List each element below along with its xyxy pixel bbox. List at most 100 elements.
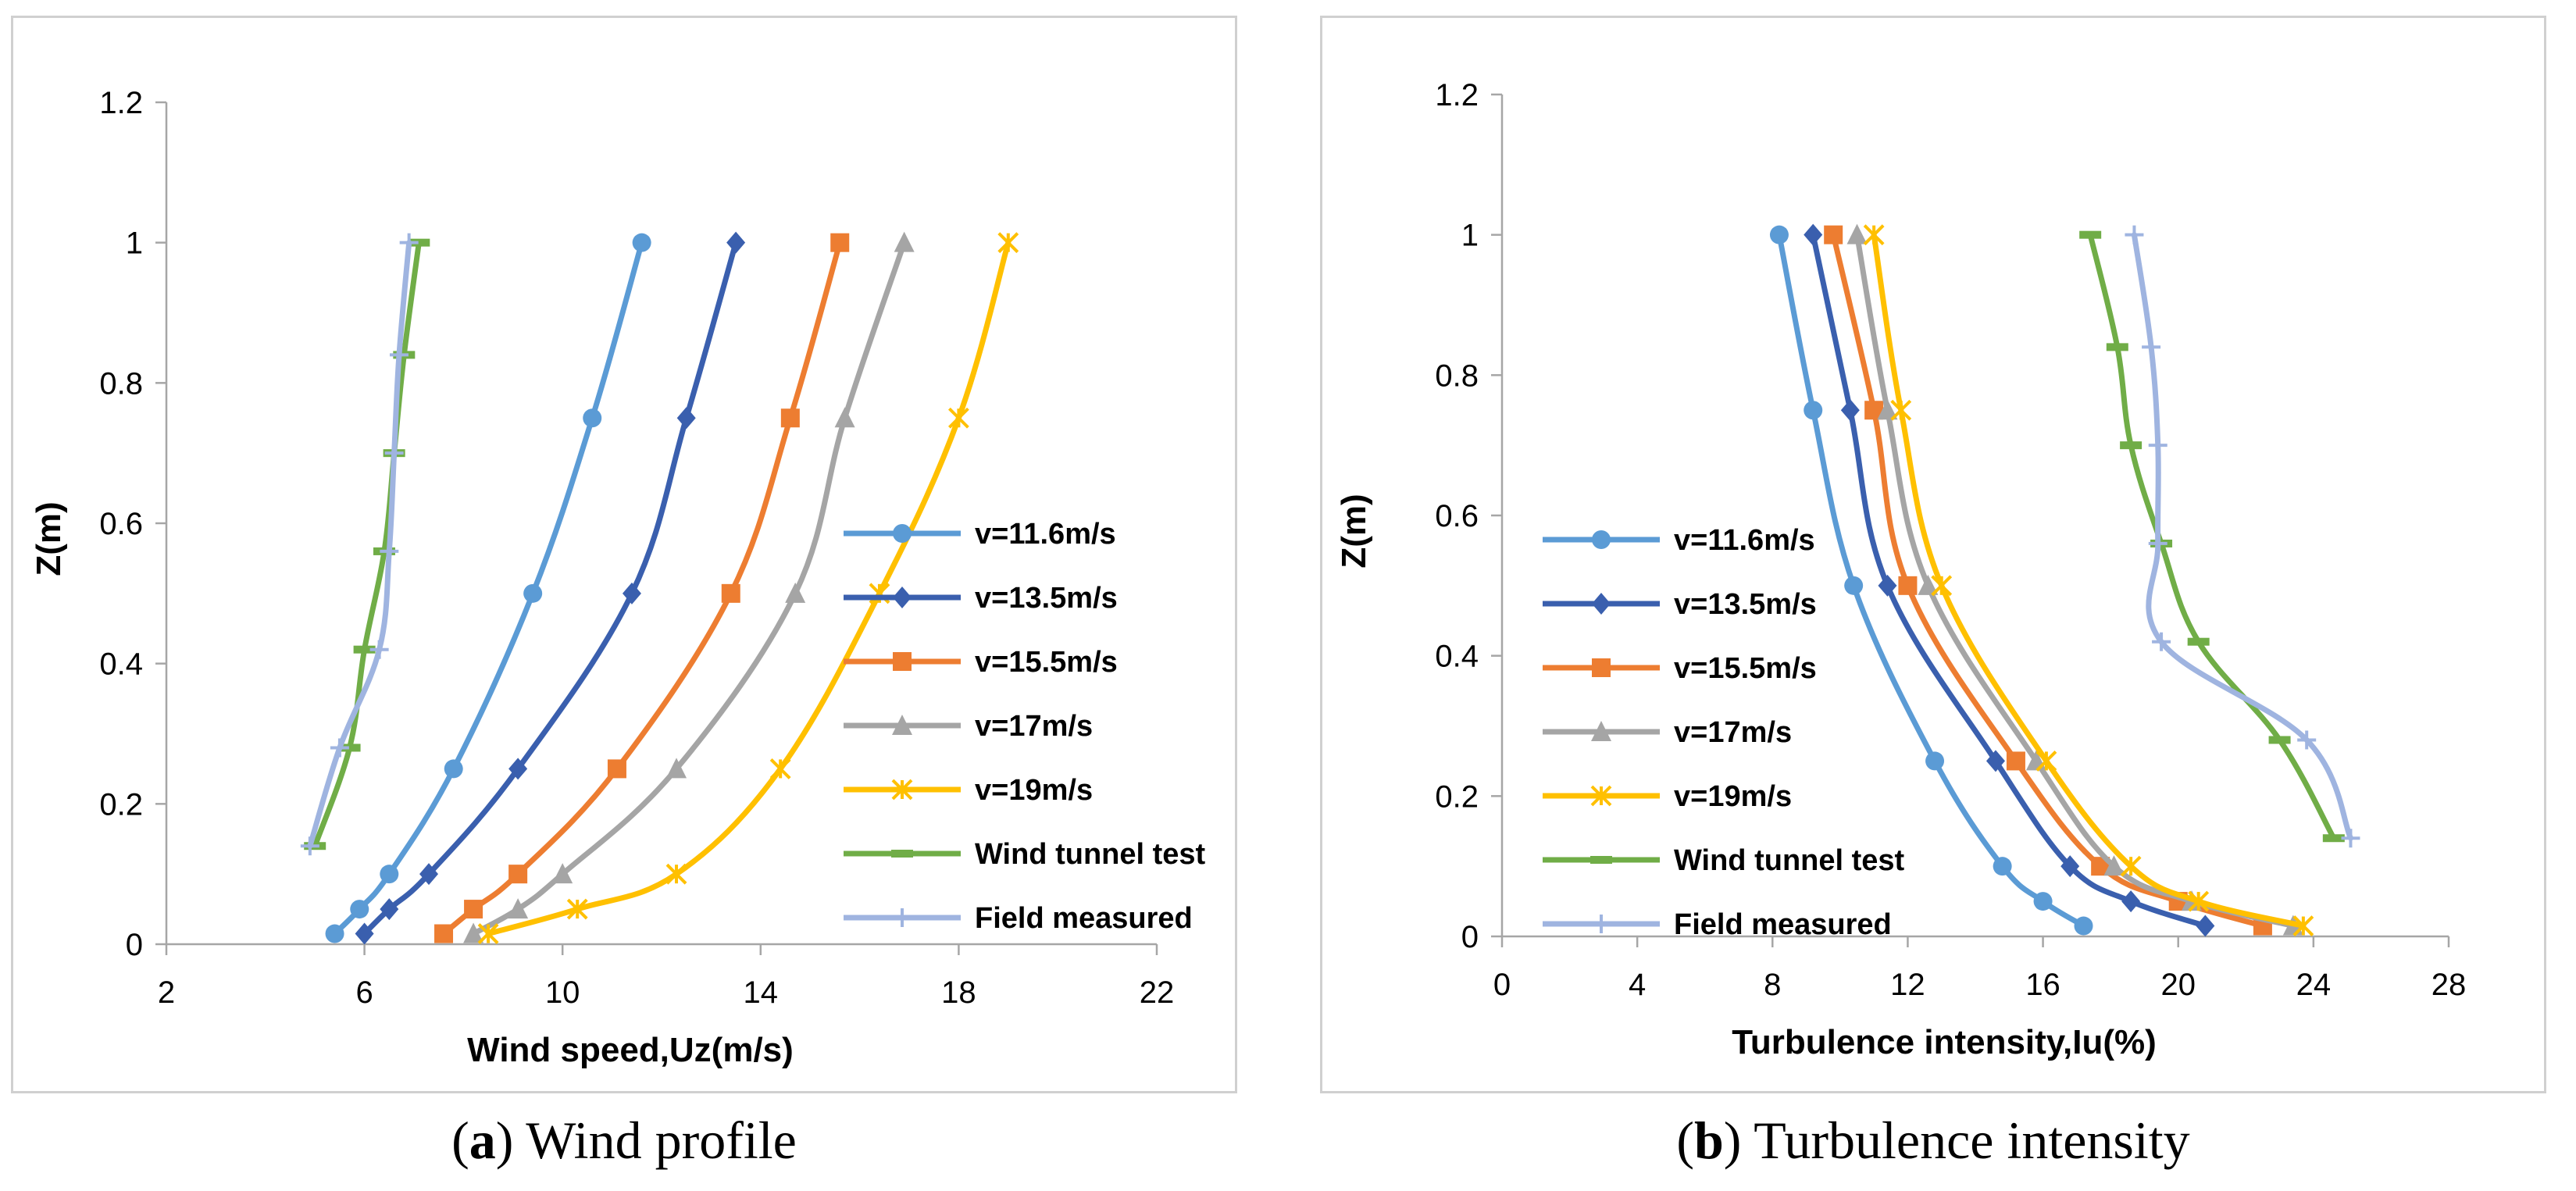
data-point (1846, 223, 1868, 244)
data-point (2188, 890, 2210, 912)
legend-marker (1592, 915, 1611, 933)
data-point (384, 444, 404, 463)
caption-letter: a (469, 1111, 496, 1170)
legend-label: v=17m/s (1674, 716, 1792, 749)
legend-marker (893, 524, 912, 543)
legend-marker (1590, 785, 1612, 807)
data-point (2268, 736, 2291, 744)
data-point (380, 541, 399, 561)
data-point (380, 898, 399, 921)
series-line (307, 240, 412, 849)
series-v-11-6m-s (325, 233, 651, 943)
data-point (785, 582, 806, 603)
data-point (330, 738, 349, 758)
legend-entry-wind-tunnel-test: Wind tunnel test (1543, 844, 1905, 877)
data-point (2322, 834, 2345, 843)
data-point (2060, 855, 2080, 878)
data-point (1878, 574, 1897, 597)
data-point (1925, 751, 1945, 771)
x-tick-label: 14 (744, 975, 779, 1010)
data-point (338, 743, 361, 752)
legend-label: v=11.6m/s (1674, 524, 1815, 557)
data-point (2079, 230, 2102, 239)
y-tick-label: 1 (1461, 219, 1479, 253)
data-point (1863, 224, 1885, 246)
data-point (350, 900, 369, 919)
data-point (1804, 401, 1823, 420)
data-point (2292, 915, 2314, 936)
series-line (2131, 232, 2353, 841)
data-point (2125, 225, 2144, 244)
y-axis-title: Z(m) (1335, 494, 1373, 568)
data-point (464, 900, 483, 919)
x-tick-label: 10 (545, 975, 580, 1010)
data-point (2035, 751, 2057, 772)
chart-panel-turbulence-intensity: 0 0.2 0.4 0.6 0.8 1 1.2 0 4 8 12 16 20 24 28 Turbulence… (1320, 16, 2546, 1093)
legend-entry-v-15-5m-s: v=15.5m/s (1543, 652, 1817, 685)
data-point (1877, 399, 1898, 420)
legend-marker (1591, 721, 1611, 741)
data-point (463, 922, 484, 943)
data-point (830, 233, 850, 252)
series-v-11-6m-s (1769, 225, 2093, 936)
data-point (583, 408, 602, 428)
data-point (2148, 533, 2167, 553)
series-line (441, 240, 843, 937)
series-line (485, 240, 1011, 937)
legend-entry-v-15-5m-s: v=15.5m/s (844, 646, 1118, 679)
legend-entry-v-11-6m-s: v=11.6m/s (844, 518, 1116, 551)
data-point (2196, 915, 2215, 937)
data-point (676, 407, 696, 430)
x-axis-title: Turbulence intensity,Iu(%) (1732, 1023, 2157, 1061)
series-field-measured (2125, 225, 2360, 848)
data-point (607, 759, 626, 779)
data-point (300, 836, 319, 856)
legend-marker (1592, 658, 1611, 677)
y-tick-label: 0.2 (1435, 779, 1479, 814)
legend-label: v=15.5m/s (975, 646, 1118, 679)
chart-panel-wind-profile: 0 0.2 0.4 0.6 0.8 1 1.2 2 6 10 14 18 22 Wind speed,Uz… (11, 16, 1237, 1093)
data-point (434, 924, 454, 943)
x-tick-label: 24 (2296, 968, 2332, 1002)
x-tick-label: 22 (1140, 975, 1175, 1010)
x-tick-label: 18 (941, 975, 976, 1010)
y-tick-label: 1 (126, 226, 143, 261)
data-point (1918, 574, 1939, 595)
series-field-measured (300, 233, 419, 856)
data-point (1993, 857, 2012, 876)
legend-label: Wind tunnel test (975, 838, 1206, 871)
x-tick-label: 4 (1629, 968, 1646, 1002)
legend-entry-v-19m-s: v=19m/s (1543, 780, 1792, 813)
series-v-15-5m-s (434, 233, 850, 943)
legend-entry-v-17m-s: v=17m/s (844, 710, 1093, 743)
data-point (508, 758, 528, 780)
data-point (2033, 892, 2053, 911)
data-point (325, 924, 344, 943)
series-line (2087, 232, 2337, 841)
data-point (665, 863, 687, 885)
y-tick-label: 0 (1461, 920, 1479, 954)
legend-entry-v-17m-s: v=17m/s (1543, 716, 1792, 749)
data-point (2074, 916, 2093, 936)
legend-marker (1590, 856, 1612, 864)
data-point (508, 898, 529, 919)
y-tick-label: 0 (126, 928, 143, 962)
x-tick-label: 0 (1493, 968, 1511, 1002)
legend-marker (893, 587, 912, 608)
y-tick-label: 0.6 (99, 507, 143, 541)
data-point (355, 922, 374, 945)
data-point (1824, 225, 1843, 244)
data-point (947, 407, 969, 429)
series-v-19m-s (477, 232, 1019, 944)
data-point (1804, 223, 1823, 246)
legend-entry-v-19m-s: v=19m/s (844, 774, 1093, 807)
x-tick-label: 28 (2432, 968, 2467, 1002)
data-point (2297, 730, 2317, 750)
data-point (399, 233, 419, 252)
legend-label: Field measured (975, 902, 1193, 935)
legend-label: v=19m/s (1674, 780, 1792, 813)
x-tick-label: 8 (1764, 968, 1781, 1002)
data-point (552, 863, 573, 884)
y-tick-label: 0.8 (1435, 358, 1479, 393)
data-point (1769, 225, 1789, 244)
